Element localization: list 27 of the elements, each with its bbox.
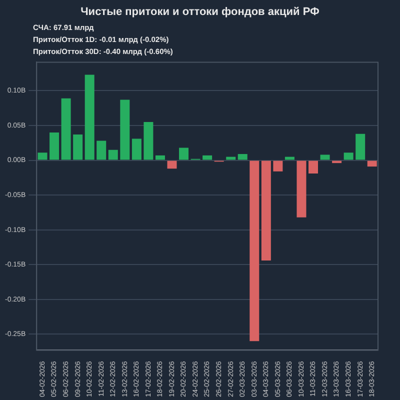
bar	[308, 160, 318, 174]
bar	[179, 148, 189, 160]
bar	[238, 154, 248, 160]
bar	[61, 98, 71, 160]
bar	[356, 134, 366, 160]
bar	[273, 160, 283, 172]
bar	[250, 160, 260, 342]
bar	[284, 156, 294, 160]
bar	[367, 160, 377, 167]
bar	[155, 155, 165, 160]
bar	[226, 156, 236, 160]
bar	[320, 154, 330, 160]
bar	[108, 150, 118, 160]
bar	[344, 152, 354, 160]
bar	[144, 122, 154, 160]
bar	[120, 100, 130, 160]
bar	[202, 155, 212, 160]
chart-title: Чистые притоки и оттоки фондов акций РФ	[80, 6, 320, 18]
bar	[261, 160, 271, 260]
bar	[132, 138, 142, 160]
bar	[38, 152, 48, 160]
bar	[96, 140, 106, 160]
bar	[73, 134, 83, 160]
bar	[84, 74, 94, 160]
bar	[50, 132, 60, 160]
bar	[167, 160, 177, 169]
bar	[296, 160, 306, 218]
